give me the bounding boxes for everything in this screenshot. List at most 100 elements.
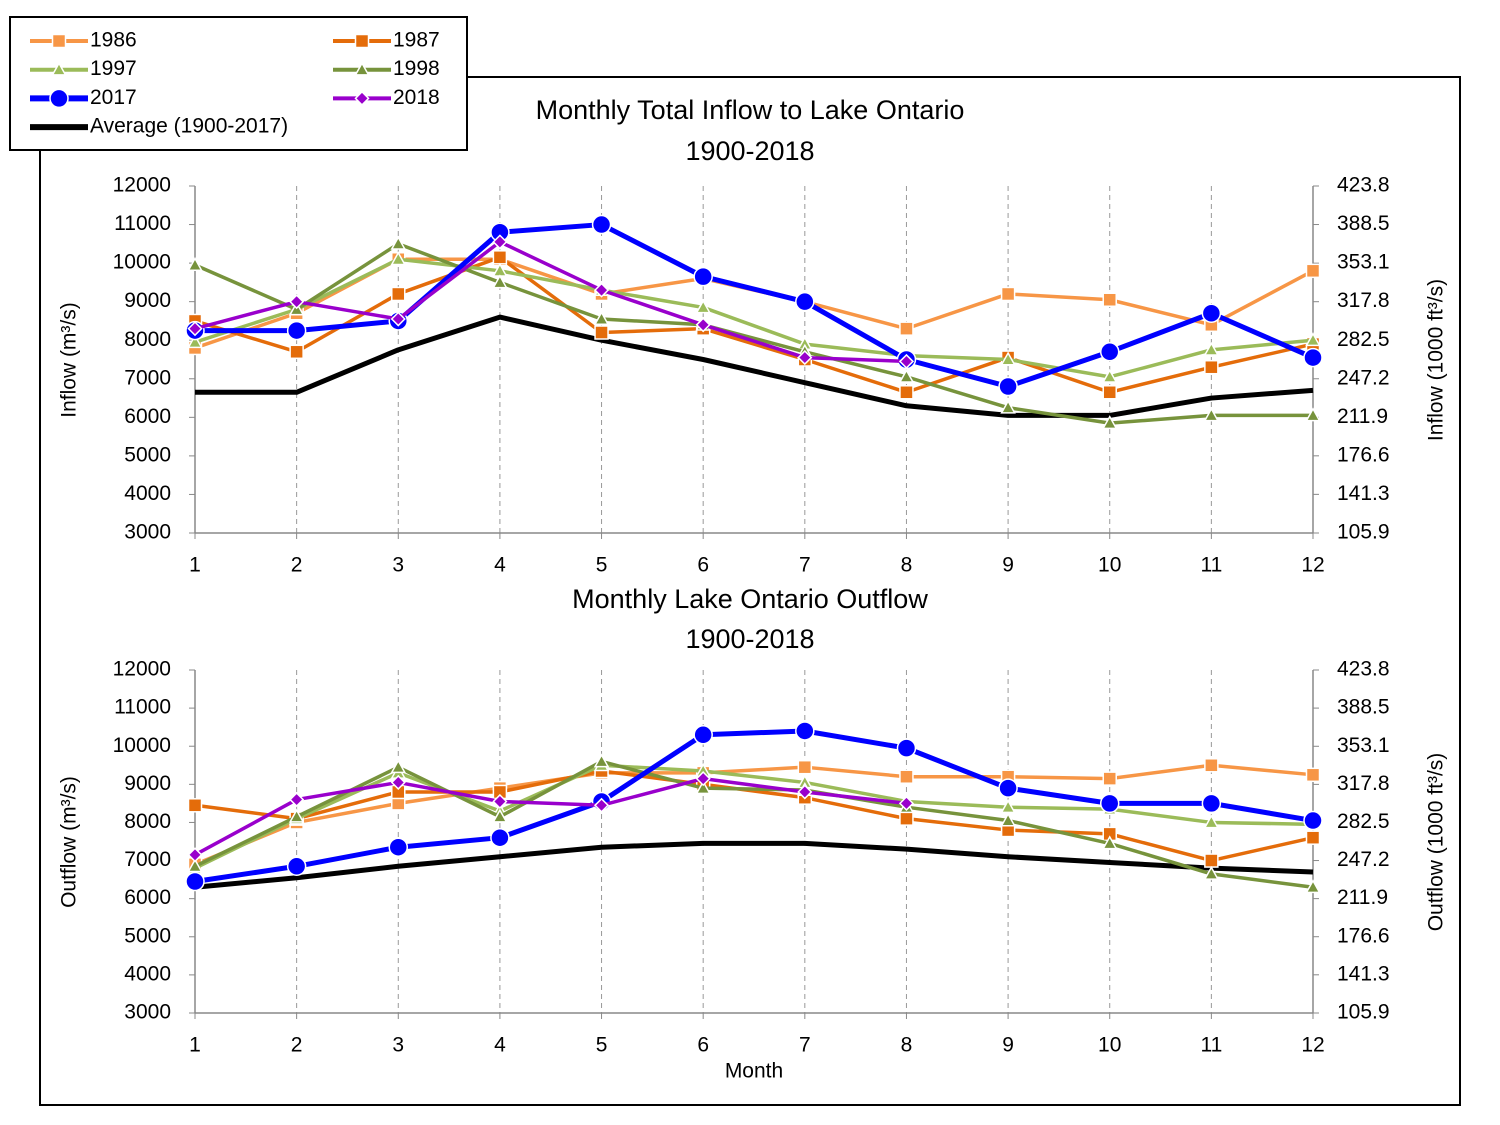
marker — [187, 847, 203, 863]
marker — [49, 88, 69, 109]
x-tick-label: 4 — [494, 1034, 506, 1057]
marker — [998, 376, 1018, 397]
marker — [1201, 793, 1222, 814]
y-tick-label: 9000 — [124, 289, 171, 312]
marker — [899, 811, 914, 826]
marker — [695, 299, 711, 314]
marker — [492, 793, 508, 810]
marker — [1000, 812, 1016, 827]
y-tick-label: 3000 — [124, 521, 171, 544]
marker — [593, 797, 610, 813]
marker — [1000, 799, 1016, 814]
x-tick-label: 5 — [596, 1034, 608, 1057]
x-axis-label: Month — [725, 1060, 783, 1083]
y2-tick-label: 141.3 — [1337, 482, 1390, 505]
y2-tick-label: 317.8 — [1337, 772, 1390, 795]
x-tick-label: 8 — [901, 1034, 913, 1057]
y2-tick-label: 176.6 — [1337, 924, 1390, 947]
marker — [1203, 814, 1220, 829]
y-tick-label: 10000 — [113, 734, 171, 757]
marker — [1000, 286, 1016, 302]
marker — [1099, 342, 1120, 362]
chart-title: Monthly Lake Ontario Outflow — [572, 584, 928, 614]
x-tick-label: 9 — [1002, 1034, 1014, 1057]
marker — [492, 274, 508, 289]
marker — [187, 256, 203, 271]
y-axis-label: Inflow (m³/s) — [58, 302, 81, 418]
marker — [492, 250, 508, 265]
marker — [1305, 879, 1321, 894]
y-tick-label: 4000 — [124, 482, 171, 505]
y2-tick-label: 247.2 — [1337, 848, 1390, 871]
marker — [492, 808, 508, 823]
frame — [39, 76, 1461, 1106]
series-line — [194, 257, 1314, 379]
series-line — [194, 840, 1314, 890]
marker — [695, 317, 711, 333]
marker — [187, 798, 203, 813]
marker — [1303, 810, 1323, 831]
marker — [286, 856, 307, 877]
marker — [695, 771, 711, 787]
legend-label: 1998 — [393, 57, 440, 80]
marker — [1203, 865, 1220, 880]
y-tick-label: 6000 — [124, 886, 171, 909]
y-tick-label: 11000 — [114, 212, 171, 235]
marker — [797, 759, 813, 775]
chart-title: Monthly Total Inflow to Lake Ontario — [536, 95, 965, 125]
marker — [51, 33, 67, 49]
marker — [187, 334, 203, 349]
marker — [998, 778, 1018, 798]
marker — [898, 353, 915, 369]
x-tick-label: 1 — [189, 554, 201, 577]
marker — [390, 311, 406, 327]
marker — [594, 325, 609, 340]
marker — [693, 266, 713, 287]
series-line — [194, 255, 1314, 395]
y-tick-label: 7000 — [124, 848, 171, 871]
marker — [1000, 351, 1016, 366]
marker — [1305, 830, 1321, 845]
y-tick-label: 8000 — [124, 810, 171, 833]
x-tick-label: 12 — [1301, 554, 1324, 577]
series-line — [195, 314, 1314, 418]
marker — [1204, 853, 1219, 868]
marker — [187, 858, 203, 873]
marker — [187, 321, 203, 337]
marker — [1101, 368, 1118, 383]
x-tick-label: 2 — [291, 1034, 303, 1057]
marker — [899, 385, 914, 400]
x-tick-label: 3 — [392, 554, 404, 577]
legend-label: 2017 — [90, 86, 137, 109]
y2-axis-label: Inflow (1000 ft³/s) — [1425, 279, 1448, 441]
x-tick-label: 4 — [494, 554, 506, 577]
marker — [1204, 758, 1219, 773]
marker — [354, 33, 370, 49]
marker — [490, 827, 510, 848]
marker — [797, 350, 813, 366]
marker — [1201, 303, 1222, 323]
y2-tick-label: 423.8 — [1337, 174, 1390, 197]
marker — [898, 795, 915, 811]
chart-subtitle: 1900-2018 — [685, 624, 814, 654]
marker — [51, 61, 67, 76]
y2-tick-label: 317.8 — [1337, 289, 1390, 312]
series-line — [194, 728, 1314, 884]
series-line — [194, 776, 907, 857]
x-tick-label: 1 — [189, 1034, 201, 1057]
legend-label: 1997 — [90, 57, 137, 80]
series-line — [194, 242, 1313, 425]
y2-tick-label: 211.9 — [1337, 886, 1388, 909]
x-tick-label: 6 — [697, 554, 709, 577]
series-line — [194, 769, 1314, 863]
marker — [1203, 407, 1220, 422]
legend-label: Average (1900-2017) — [90, 115, 288, 138]
marker — [354, 61, 370, 76]
marker — [1305, 263, 1321, 279]
marker — [390, 759, 407, 774]
marker — [390, 235, 407, 250]
y-tick-label: 5000 — [124, 924, 171, 947]
marker — [1303, 347, 1323, 368]
y2-tick-label: 353.1 — [1337, 734, 1390, 757]
y2-tick-label: 105.9 — [1337, 521, 1390, 544]
